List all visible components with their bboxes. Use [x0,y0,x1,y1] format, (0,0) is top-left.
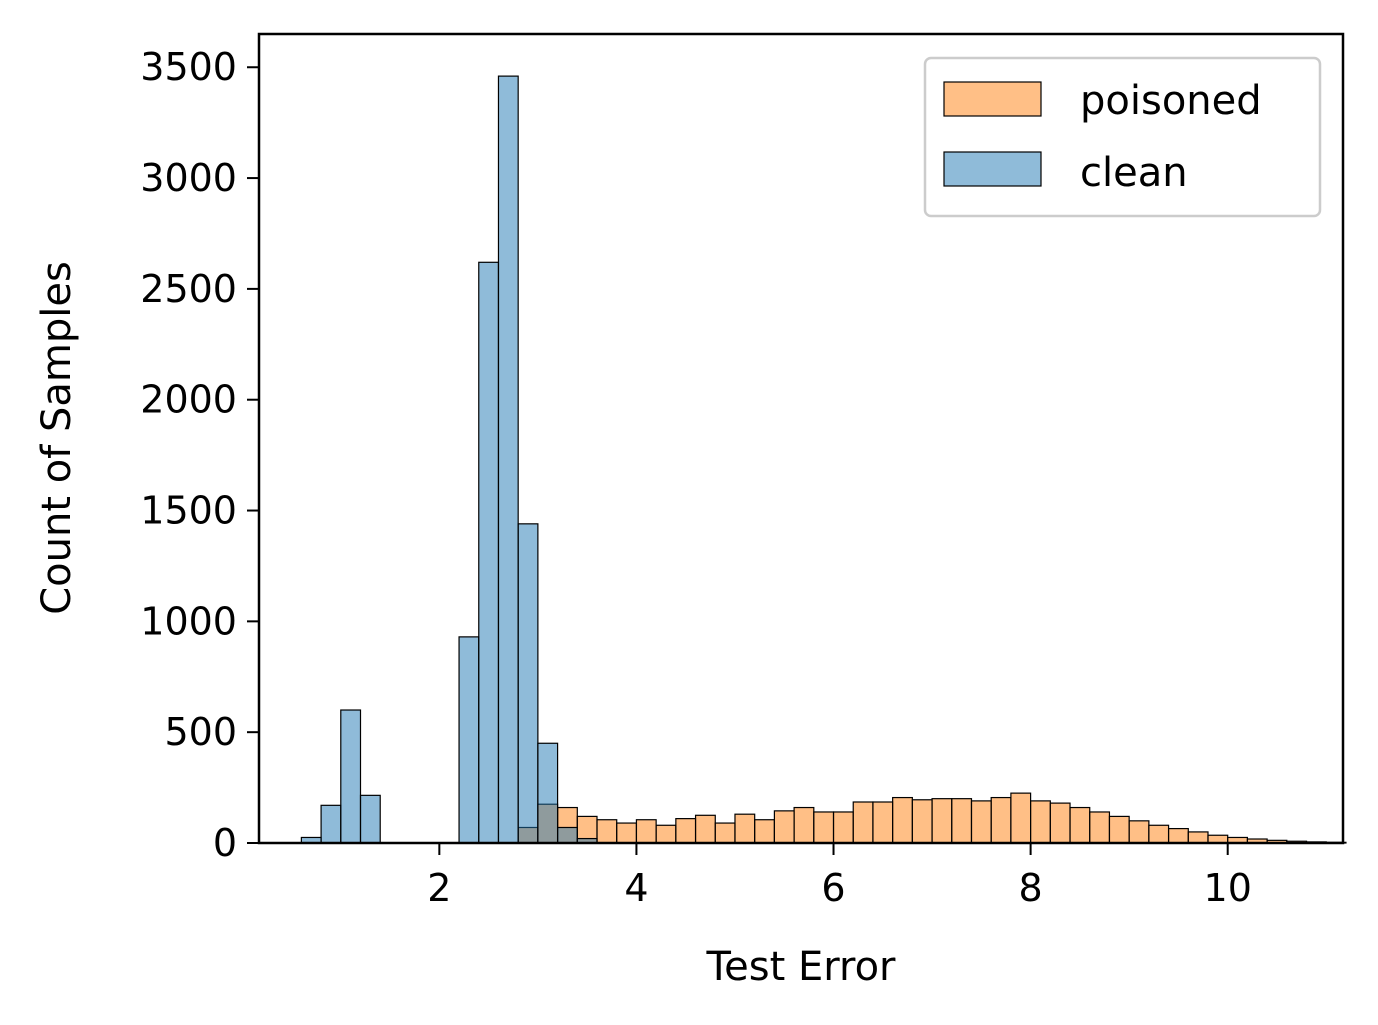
y-axis-label: Count of Samples [34,261,80,615]
poisoned-bar [773,810,795,844]
poisoned-bar [1187,831,1209,844]
y-tick-label: 3000 [140,156,237,200]
poisoned-bar [1010,792,1032,844]
poisoned-bar [655,824,677,844]
clean-series [300,75,598,844]
poisoned-bar [951,798,973,844]
y-axis: 0 500 1000 1500 2000 2500 3000 3500 [140,45,259,865]
poisoned-bar [754,819,775,844]
y-tick-label: 500 [164,710,237,754]
poisoned-bar [1108,815,1130,844]
poisoned-bar [1089,811,1111,844]
poisoned-bar [813,811,835,844]
poisoned-series [517,792,1347,844]
plot-frame [257,32,1345,845]
clean-bar [497,75,519,844]
clean-bar [537,742,559,844]
clean-bar [517,523,539,844]
x-tick-label: 4 [624,866,648,910]
poisoned-bar [793,806,815,844]
y-tick-label: 1500 [140,489,237,533]
clean-bar [359,794,381,844]
legend-label-clean: clean [1080,150,1188,196]
poisoned-bar [872,801,894,844]
poisoned-bar [734,813,756,844]
poisoned-bar [1128,820,1150,844]
x-axis: 2 4 6 8 10 [427,843,1252,910]
clean-bar [320,804,342,844]
poisoned-bar [635,819,657,844]
x-tick-label: 6 [821,866,845,910]
x-tick-label: 10 [1204,866,1252,910]
poisoned-bar [970,800,992,844]
poisoned-bar [990,796,1012,844]
y-tick-label: 2000 [140,378,237,422]
y-tick-label: 2500 [140,267,237,311]
clean-bar [458,636,480,844]
poisoned-bar [675,818,697,844]
poisoned-bar [911,799,933,844]
legend: poisoned clean [923,56,1322,218]
legend-label-poisoned: poisoned [1080,78,1262,124]
poisoned-bar [1049,802,1071,844]
legend-swatch-clean [943,151,1042,187]
x-axis-label: Test Error [706,944,897,990]
poisoned-bar [931,798,953,844]
x-tick-label: 8 [1019,866,1043,910]
clean-bar [556,826,578,844]
poisoned-bar [892,796,913,844]
poisoned-bar [1069,806,1091,844]
poisoned-bar [1167,827,1189,844]
y-tick-label: 0 [213,821,237,865]
poisoned-bar [714,822,736,844]
legend-swatch-poisoned [943,81,1042,117]
clean-bar [478,261,500,844]
y-tick-label: 1000 [140,599,237,643]
poisoned-bar [852,801,874,844]
clean-bar [340,709,362,844]
poisoned-bar [832,811,854,844]
poisoned-bar [1030,800,1051,844]
x-tick-label: 2 [427,866,451,910]
poisoned-bar [1148,824,1170,844]
poisoned-bar [616,822,638,844]
y-tick-label: 3500 [140,45,237,89]
poisoned-bar [596,819,618,844]
poisoned-bar [694,814,716,844]
